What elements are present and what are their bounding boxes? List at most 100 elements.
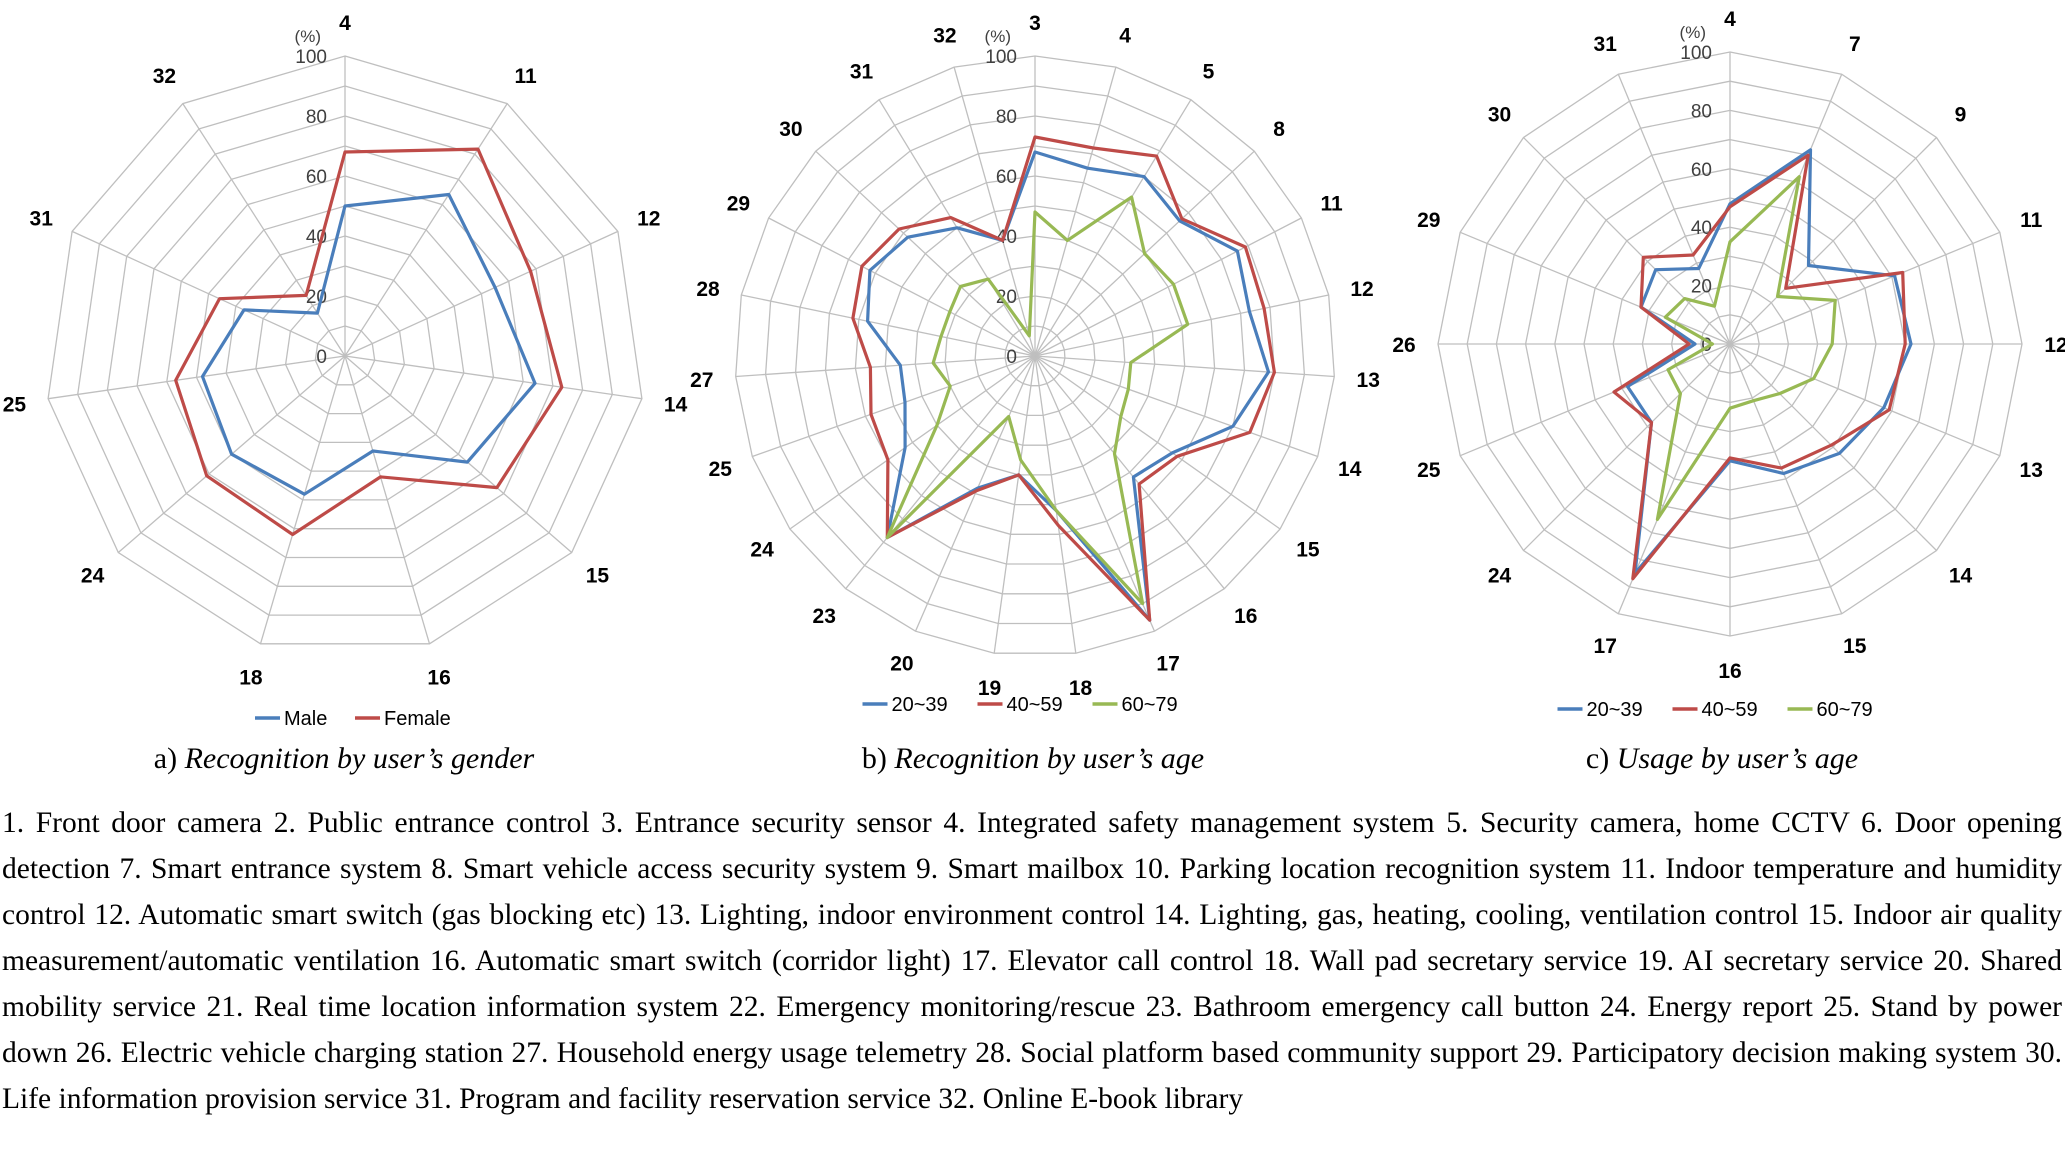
grid-spoke [1034,217,1302,357]
grid-spoke [1523,137,1731,345]
radial-tick-label: 0 [1006,347,1017,368]
category-label: 17 [1156,652,1179,675]
category-label: 12 [2044,334,2065,357]
series-line-40~59 [1612,153,1907,581]
category-label: 4 [1724,8,1736,31]
category-label: 9 [1955,104,1967,127]
category-label: 18 [1069,677,1093,700]
caption-a-prefix: a) [153,742,178,775]
grid-ring [166,175,524,530]
category-label: 15 [1296,539,1320,562]
grid-spoke [1034,355,1077,654]
grid-spoke [953,66,1036,357]
grid-spoke [1729,343,2001,457]
grid-spoke [789,355,1036,530]
radial-tick-label: 40 [996,227,1017,248]
caption-c-prefix: c) [1585,742,1610,775]
radar-charts-figure: 020406080100(%)411121415161824253132Male… [3,8,2065,730]
series-line-20~39 [1625,148,1913,575]
series-line-Female [174,147,564,537]
grid-spoke [768,217,1036,357]
radial-tick-label: 100 [985,47,1017,68]
grid-spoke [344,355,573,553]
radial-tick-label: 60 [1691,160,1712,181]
grid-spoke [752,355,1036,458]
category-label: 31 [1594,33,1618,56]
grid-ring [47,55,643,645]
category-label: 18 [239,667,263,690]
category-label: 17 [1594,635,1617,658]
grid-spoke [259,355,346,644]
radial-tick-label: 0 [316,347,327,368]
category-label: 4 [339,12,351,35]
grid-spoke [71,230,346,357]
category-label: 29 [727,192,750,215]
radial-tick-label: 60 [306,167,327,188]
grid-ring [824,145,1246,565]
category-label: 19 [978,677,1001,700]
grid-spoke [845,355,1036,590]
radar-chart-b: 0 20 40 60 80 100(%) 3 4 5 8 11 12 13 14 15 16 17 18 19 20 2… [690,12,1380,716]
grid-spoke [914,355,1036,632]
radial-tick-label: 20 [996,287,1017,308]
caption-b-title: Recognition by user’s age [894,742,1205,775]
grid-spoke [344,355,431,644]
radial-tick-label: 100 [295,47,327,68]
legend-label: 20~39 [892,694,948,716]
grid-spoke [735,355,1036,378]
category-label: 20 [890,652,913,675]
category-label: 27 [690,369,713,392]
service-legend-text: 1. Front door camera 2. Public entrance … [2,807,2062,1115]
legend-label: 20~39 [1587,699,1643,721]
grid-spoke [1034,355,1225,590]
unit-label: (%) [985,27,1011,46]
unit-label: (%) [295,27,321,46]
category-label: 32 [933,24,956,47]
grid-ring [77,85,613,616]
grid-ring [884,205,1186,506]
radial-tick-label: 40 [1691,218,1712,239]
legend-label: 60~79 [1817,699,1873,721]
grid-spoke [815,150,1036,357]
grid-ring [314,325,376,386]
legend-label: 40~59 [1702,699,1758,721]
radar-chart-c: 020406080100(%)4791112131415161724252629… [1392,8,2065,721]
category-label: 11 [2020,209,2043,232]
category-label: 14 [1338,458,1362,481]
grid-ring [974,295,1096,417]
grid-spoke [1523,343,1731,551]
category-label: 25 [709,458,733,481]
grid-spoke [1034,355,1318,458]
grid-ring [764,85,1306,625]
grid-spoke [1729,343,1937,551]
grid-ring [854,175,1216,535]
radial-tick-label: 80 [306,107,327,128]
grid-spoke [741,294,1036,357]
radial-tick-label: 60 [996,167,1017,188]
category-label: 32 [153,65,176,88]
category-label: 29 [1417,209,1440,232]
category-label: 16 [1234,605,1257,628]
grid-spoke [1034,294,1329,357]
radial-tick-label: 80 [996,107,1017,128]
grid-spoke [344,103,508,357]
unit-label: (%) [1680,23,1706,42]
grid-spoke [344,230,619,357]
caption-c: c) Usage by user’s age [1378,742,2065,776]
grid-ring [735,55,1335,654]
category-label: 28 [696,278,720,301]
category-label: 4 [1119,24,1131,47]
category-label: 7 [1849,33,1861,56]
category-label: 25 [3,394,27,417]
series-line-Male [200,192,537,496]
grid-ring [284,295,406,415]
grid-ring [106,115,584,587]
series-line-60~79 [885,195,1190,606]
category-label: 12 [637,207,660,230]
category-label: 13 [1357,369,1380,392]
category-label: 12 [1350,278,1373,301]
radial-tick-label: 80 [1691,101,1712,122]
grid-spoke [993,355,1036,654]
legend-label: 40~59 [1007,694,1063,716]
grid-ring [1004,325,1066,387]
